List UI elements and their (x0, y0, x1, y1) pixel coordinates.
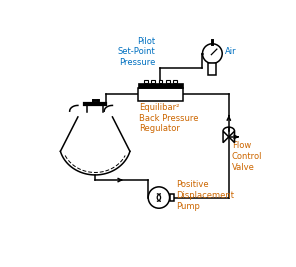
Bar (170, 194, 174, 201)
Bar (138, 83, 183, 88)
Text: Equilibar²
Back Pressure
Regulator: Equilibar² Back Pressure Regulator (139, 103, 199, 134)
Bar (208, 64, 216, 75)
Text: Positive
Displacement
Pump: Positive Displacement Pump (176, 180, 234, 211)
Bar (144, 80, 147, 83)
Text: Pilot
Set-Point
Pressure: Pilot Set-Point Pressure (118, 37, 155, 67)
Bar (173, 80, 177, 83)
Text: Flow
Control
Valve: Flow Control Valve (232, 141, 262, 171)
Bar (151, 80, 155, 83)
Bar (166, 80, 170, 83)
Text: Air: Air (225, 47, 237, 56)
Bar (159, 80, 162, 83)
Bar (138, 88, 183, 101)
